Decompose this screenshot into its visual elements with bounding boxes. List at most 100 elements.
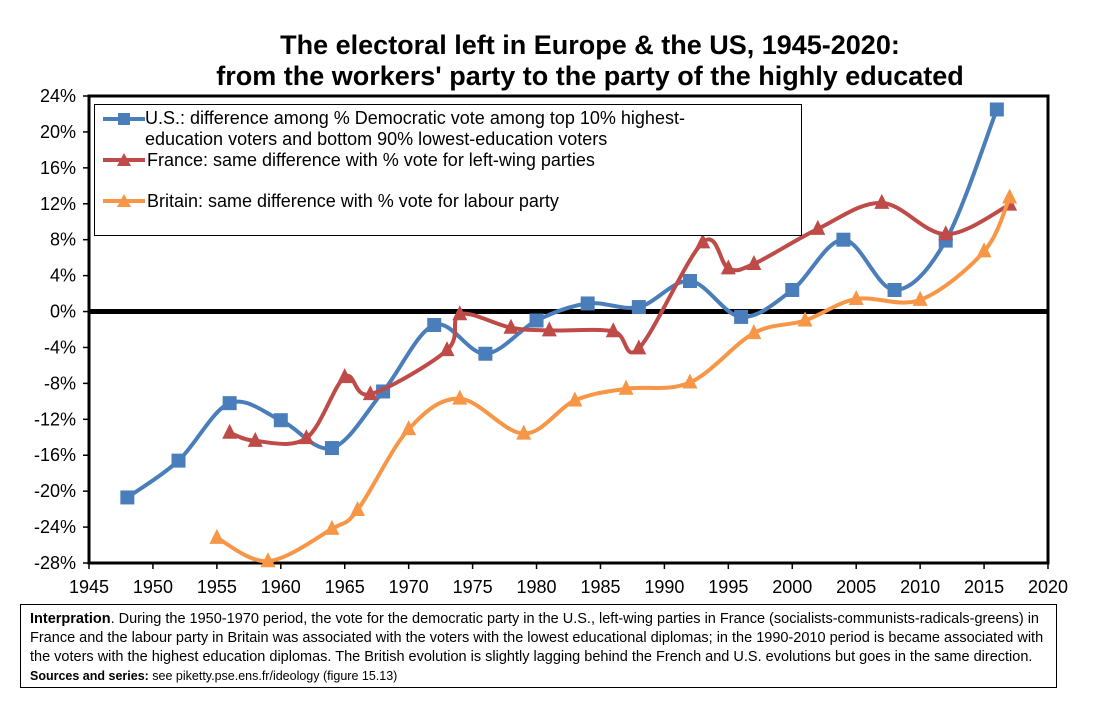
- data-point-us: [989, 102, 1004, 117]
- x-tick-label: 1980: [517, 577, 557, 597]
- data-point-france: [452, 305, 468, 321]
- data-point-us: [529, 313, 544, 328]
- x-tick-label: 1945: [69, 577, 109, 597]
- y-tick-label: 4%: [50, 266, 76, 286]
- data-point-britain: [209, 528, 225, 544]
- y-tick-label: 12%: [40, 194, 76, 214]
- data-point-britain: [797, 311, 813, 327]
- legend: U.S.: difference among % Democratic vote…: [94, 104, 802, 236]
- legend-label-us-2: education voters and bottom 90% lowest-e…: [145, 129, 608, 149]
- data-point-britain: [350, 501, 366, 517]
- legend-label-us-1: U.S.: difference among % Democratic vote…: [145, 108, 685, 128]
- data-point-britain: [848, 289, 864, 305]
- data-point-us: [222, 396, 237, 411]
- data-point-france: [874, 193, 890, 209]
- y-tick-label: 0%: [50, 302, 76, 322]
- data-point-us: [273, 413, 288, 428]
- x-tick-label: 1995: [708, 577, 748, 597]
- data-point-france: [631, 339, 647, 355]
- data-point-us: [631, 300, 646, 315]
- y-tick-label: -28%: [34, 553, 76, 573]
- series-line-france: [228, 200, 1011, 446]
- data-point-france: [695, 233, 711, 249]
- data-point-britain: [976, 242, 992, 258]
- data-point-us: [478, 346, 493, 361]
- data-point-us: [580, 296, 595, 311]
- data-point-us: [427, 318, 442, 333]
- legend-marker-us: [118, 113, 130, 125]
- y-tick-label: -12%: [34, 409, 76, 429]
- data-point-france: [810, 219, 826, 235]
- y-tick-label: 8%: [50, 230, 76, 250]
- y-tick-label: -16%: [34, 445, 76, 465]
- data-point-us: [785, 282, 800, 297]
- data-point-britain: [452, 389, 468, 405]
- data-point-britain: [1002, 188, 1018, 204]
- note-text: . During the 1950-1970 period, the vote …: [30, 611, 1044, 665]
- series-line-britain: [215, 196, 1012, 564]
- y-tick-label: -20%: [34, 481, 76, 501]
- data-point-britain: [746, 324, 762, 340]
- data-point-france: [247, 431, 263, 447]
- x-tick-label: 1985: [580, 577, 620, 597]
- data-point-britain: [912, 290, 928, 306]
- x-tick-label: 1955: [197, 577, 237, 597]
- data-point-us: [682, 274, 697, 289]
- y-tick-label: -8%: [44, 373, 76, 393]
- chart-title: The electoral left in Europe & the US, 1…: [0, 30, 1096, 92]
- data-point-france: [222, 423, 238, 439]
- data-point-britain: [682, 373, 698, 389]
- data-point-france: [298, 429, 314, 445]
- x-tick-label: 1990: [644, 577, 684, 597]
- x-tick-label: 1950: [133, 577, 173, 597]
- data-point-us: [734, 309, 749, 324]
- data-point-france: [746, 254, 762, 270]
- y-tick-label: 24%: [40, 86, 76, 106]
- data-point-france: [720, 259, 736, 275]
- legend-marker-britain: [117, 194, 131, 207]
- data-point-france: [362, 385, 378, 401]
- x-tick-label: 2010: [900, 577, 940, 597]
- x-tick-label: 2020: [1028, 577, 1068, 597]
- data-point-britain: [260, 552, 276, 568]
- chart-title-line-2: from the workers' party to the party of …: [216, 61, 964, 91]
- plot-frame: [87, 94, 1050, 565]
- data-point-france: [541, 321, 557, 337]
- data-point-britain: [401, 420, 417, 436]
- data-point-france: [503, 318, 519, 334]
- x-tick-label: 1960: [261, 577, 301, 597]
- y-tick-label: 16%: [40, 158, 76, 178]
- legend-label-france: France: same difference with % vote for …: [147, 150, 595, 170]
- x-tick-label: 1975: [453, 577, 493, 597]
- sources-text: see piketty.pse.ens.fr/ideology (figure …: [148, 669, 398, 683]
- data-point-france: [337, 368, 353, 384]
- data-point-us: [836, 232, 851, 247]
- data-point-us: [120, 490, 135, 505]
- data-point-britain: [618, 379, 634, 395]
- legend-label-britain: Britain: same difference with % vote for…: [147, 191, 559, 211]
- legend-marker-france: [117, 153, 131, 166]
- x-tick-label: 2000: [772, 577, 812, 597]
- x-tick-label: 1965: [325, 577, 365, 597]
- y-tick-label: -4%: [44, 337, 76, 357]
- data-point-france: [605, 322, 621, 338]
- chart-title-line-1: The electoral left in Europe & the US, 1…: [280, 30, 900, 60]
- sources-label: Sources and series:: [30, 669, 149, 683]
- y-tick-label: 20%: [40, 122, 76, 142]
- data-point-britain: [324, 519, 340, 535]
- data-point-us: [171, 453, 186, 468]
- data-point-france: [439, 341, 455, 357]
- data-point-britain: [516, 424, 532, 440]
- note-label: Interpration: [30, 611, 111, 627]
- legend-markers: [103, 113, 145, 207]
- y-tick-label: -24%: [34, 517, 76, 537]
- x-tick-label: 1970: [389, 577, 429, 597]
- data-point-us: [887, 282, 902, 297]
- data-point-france: [938, 225, 954, 241]
- x-tick-label: 2005: [836, 577, 876, 597]
- data-point-us: [324, 441, 339, 456]
- interpretation-note: Interpration. During the 1950-1970 perio…: [20, 604, 1057, 688]
- x-tick-label: 2015: [964, 577, 1004, 597]
- data-point-britain: [567, 391, 583, 407]
